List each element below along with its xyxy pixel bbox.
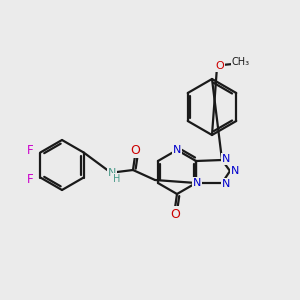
Text: N: N [108,168,116,178]
Text: N: N [231,166,239,176]
Text: N: N [222,179,230,189]
Text: F: F [27,173,34,186]
Text: H: H [113,174,121,184]
Text: O: O [170,208,180,220]
Text: N: N [222,154,230,164]
Text: N: N [193,178,201,188]
Text: CH₃: CH₃ [232,57,250,67]
Text: N: N [173,145,181,155]
Text: O: O [130,143,140,157]
Text: O: O [216,61,224,71]
Text: F: F [27,144,34,157]
